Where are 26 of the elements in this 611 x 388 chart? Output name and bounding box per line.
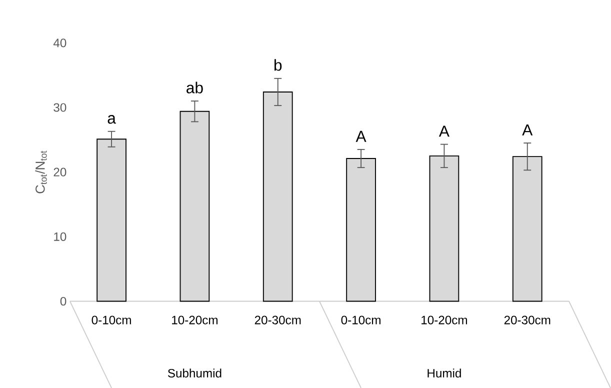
y-tick-label: 10 (54, 232, 66, 241)
bar (429, 155, 460, 302)
y-tick-label: 40 (53, 38, 66, 47)
data-label: ab (186, 82, 203, 94)
bar (180, 110, 210, 302)
data-label: b (274, 58, 282, 71)
x-tick-label: 0-10cm (341, 316, 380, 324)
data-label: a (108, 114, 116, 124)
y-tick-label: 0 (60, 296, 66, 306)
data-label: A (438, 126, 450, 136)
data-label: A (522, 124, 533, 136)
bar (96, 138, 126, 302)
text: Subhumid (168, 368, 222, 378)
text: Humid (428, 368, 461, 378)
y-axis-title: C$_{tot}$/N$_{tot}$ (35, 150, 47, 194)
y-tick-label: 30 (54, 102, 66, 112)
bar (262, 91, 293, 302)
data-label: A (356, 130, 366, 142)
x-tick-label: 10-20cm (422, 316, 467, 324)
x-tick-label: 10-20cm (172, 316, 218, 324)
x-tick-label: 20-30cm (254, 316, 301, 324)
bar (346, 158, 376, 302)
x-tick-label: 20-30cm (504, 316, 550, 324)
y-tick-label: 20 (54, 168, 66, 176)
bar (512, 156, 542, 302)
x-tick-label: 0-10cm (92, 316, 131, 324)
